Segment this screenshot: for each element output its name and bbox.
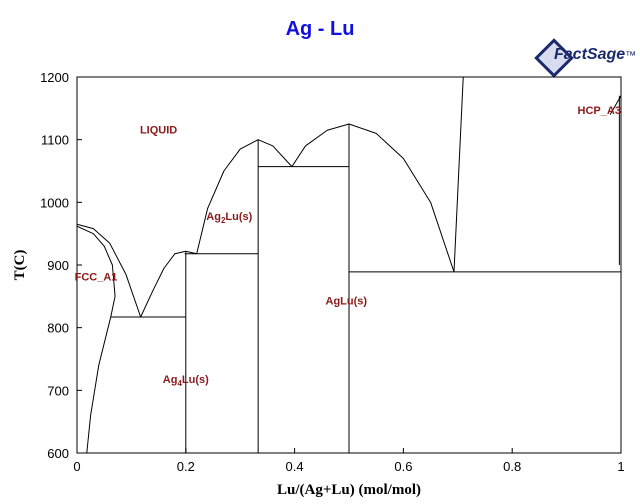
y-tick-label: 1000 [40,195,69,210]
y-tick-label: 700 [47,383,69,398]
x-tick-label: 0.8 [503,459,521,474]
y-axis-ticks: 600 700 800 900 1000 1100 1200 [40,70,82,461]
phase-boundaries [76,76,622,454]
y-tick-label: 800 [47,321,69,336]
y-axis-label: T(C) [12,250,28,281]
phase-label: FCC_A1 [75,272,118,284]
phase-label: HCP_A3 [578,105,621,117]
factsage-logo: FactSage™ [534,38,636,78]
x-tick-label: 0.4 [286,459,304,474]
x-axis-ticks: 0 0.2 0.4 0.6 0.8 1 [73,448,625,474]
phase-boundary-13 [453,76,464,272]
phase-label: AgLu(s) [326,295,368,307]
y-tick-label: 900 [47,258,69,273]
phase-label: Ag4Lu(s) [163,374,209,388]
y-tick-label: 1100 [41,133,69,148]
factsage-logo-text: FactSage™ [554,46,637,63]
chart-title: Ag - Lu [285,18,355,40]
y-tick-label: 1200 [40,70,69,85]
phase-label: Ag2Lu(s) [206,211,252,225]
x-axis-label: Lu/(Ag+Lu) (mol/mol) [277,482,421,498]
phase-boundary-3 [291,123,455,273]
phase-boundary-4 [76,225,116,318]
phase-boundary-0 [76,223,142,318]
x-tick-label: 1 [617,459,624,474]
phase-boundary-1 [140,250,197,318]
x-tick-label: 0.2 [177,459,195,474]
y-tick-label: 600 [47,446,69,461]
phase-label: LIQUID [140,124,177,136]
phase-labels: LIQUID FCC_A1 Ag2Lu(s) Ag4Lu(s) AgLu(s) HCP_A… [75,105,621,388]
phase-boundary-2 [196,139,293,254]
phase-boundary-5 [86,316,112,454]
x-tick-label: 0 [73,459,80,474]
x-tick-label: 0.6 [394,459,412,474]
